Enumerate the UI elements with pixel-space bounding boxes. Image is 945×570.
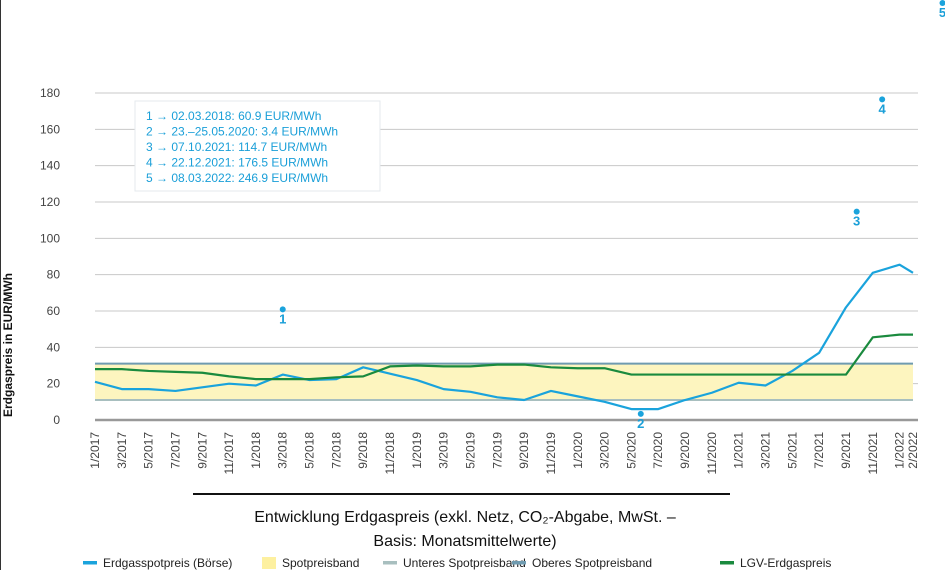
legend-swatch xyxy=(262,557,276,569)
legend-swatch xyxy=(720,561,734,565)
annotation-note: 1 → 02.03.2018: 60.9 EUR/MWh xyxy=(146,109,321,123)
chart-title-line1: Entwicklung Erdgaspreis (exkl. Netz, CO₂… xyxy=(254,509,676,526)
y-tick-label: 40 xyxy=(47,340,61,354)
y-tick-label: 120 xyxy=(40,195,60,209)
x-tick-label: 7/2020 xyxy=(651,432,665,469)
x-tick-label: 11/2019 xyxy=(544,432,558,475)
x-tick-label: 3/2020 xyxy=(598,432,612,469)
annotation-note: 2 → 23.–25.05.2020: 3.4 EUR/MWh xyxy=(146,125,338,139)
x-tick-label: 9/2019 xyxy=(517,432,531,469)
x-tick-label: 5/2020 xyxy=(624,432,638,469)
y-tick-label: 60 xyxy=(47,304,61,318)
annotation-box xyxy=(134,100,381,192)
annotation-marker-label: 1 xyxy=(279,311,286,326)
x-tick-label: 5/2019 xyxy=(463,432,477,469)
y-tick-label: 0 xyxy=(53,413,60,427)
spot-price-band xyxy=(95,363,913,401)
legend-label: Oberes Spotpreisband xyxy=(532,556,652,570)
x-tick-label: 11/2018 xyxy=(383,432,397,475)
x-tick-label: 1/2019 xyxy=(410,432,424,469)
x-tick-label: 1/2021 xyxy=(732,432,746,469)
legend-swatch xyxy=(512,561,526,565)
x-tick-label: 9/2020 xyxy=(678,432,692,469)
x-tick-label: 11/2020 xyxy=(705,432,719,475)
legend-label: Unteres Spotpreisband xyxy=(403,556,526,570)
x-tick-label: 1/2018 xyxy=(249,432,263,469)
annotation-marker xyxy=(637,410,644,417)
y-tick-label: 80 xyxy=(47,268,61,282)
x-tick-label: 3/2021 xyxy=(758,432,772,469)
y-tick-label: 180 xyxy=(40,86,60,100)
y-axis-label: Erdgaspreis in EUR/MWh xyxy=(1,273,15,417)
series-line-lgv-price xyxy=(95,333,913,381)
legend-swatch xyxy=(383,561,397,565)
x-tick-label: 7/2019 xyxy=(490,432,504,469)
annotation-marker-label: 5 xyxy=(939,5,945,20)
legend-label: LGV-Erdgaspreis xyxy=(740,556,831,570)
x-tick-label: 7/2021 xyxy=(812,432,826,469)
x-tick-label: 7/2018 xyxy=(329,432,343,469)
annotation-note: 5 → 08.03.2022: 246.9 EUR/MWh xyxy=(146,171,328,185)
x-tick-label: 9/2021 xyxy=(839,432,853,469)
annotation-marker-label: 4 xyxy=(879,101,887,116)
annotation-marker-label: 2 xyxy=(637,416,644,431)
x-tick-label: 1/2022 xyxy=(893,432,907,469)
x-tick-label: 1/2017 xyxy=(88,432,102,469)
annotation-note: 4 → 22.12.2021: 176.5 EUR/MWh xyxy=(146,156,328,170)
y-tick-label: 20 xyxy=(47,377,61,391)
y-tick-label: 160 xyxy=(40,122,60,136)
x-tick-label: 5/2021 xyxy=(785,432,799,469)
x-tick-label: 3/2018 xyxy=(276,432,290,469)
y-tick-label: 140 xyxy=(40,159,60,173)
legend: Erdgasspotpreis (Börse) Spotpreisband Unte… xyxy=(83,556,831,570)
x-tick-label: 5/2017 xyxy=(142,432,156,469)
annotation-marker xyxy=(879,96,886,103)
x-tick-label: 7/2017 xyxy=(168,432,182,469)
legend-swatch xyxy=(83,561,97,565)
annotation-marker xyxy=(279,306,286,313)
legend-label: Spotpreisband xyxy=(282,556,359,570)
series-line-spot-price xyxy=(94,263,914,411)
x-tick-label: 3/2019 xyxy=(437,432,451,469)
y-tick-label: 100 xyxy=(40,231,60,245)
x-tick-label: 1/2020 xyxy=(571,432,585,469)
annotation-marker xyxy=(853,208,860,215)
x-tick-label: 3/2017 xyxy=(115,432,129,469)
annotation-note: 3 → 07.10.2021: 114.7 EUR/MWh xyxy=(146,140,327,154)
x-tick-label: 11/2021 xyxy=(866,432,880,475)
x-tick-label: 11/2017 xyxy=(222,432,236,475)
annotation-marker xyxy=(939,0,945,6)
x-tick-label: 2/2022 xyxy=(906,432,920,469)
annotation-marker-label: 3 xyxy=(853,214,860,229)
chart-title-line2: Basis: Monatsmittelwerte) xyxy=(373,533,556,550)
x-tick-label: 9/2017 xyxy=(195,432,209,469)
x-tick-label: 5/2018 xyxy=(303,432,317,469)
legend-label: Erdgasspotpreis (Börse) xyxy=(103,556,232,570)
x-tick-label: 9/2018 xyxy=(356,432,370,469)
